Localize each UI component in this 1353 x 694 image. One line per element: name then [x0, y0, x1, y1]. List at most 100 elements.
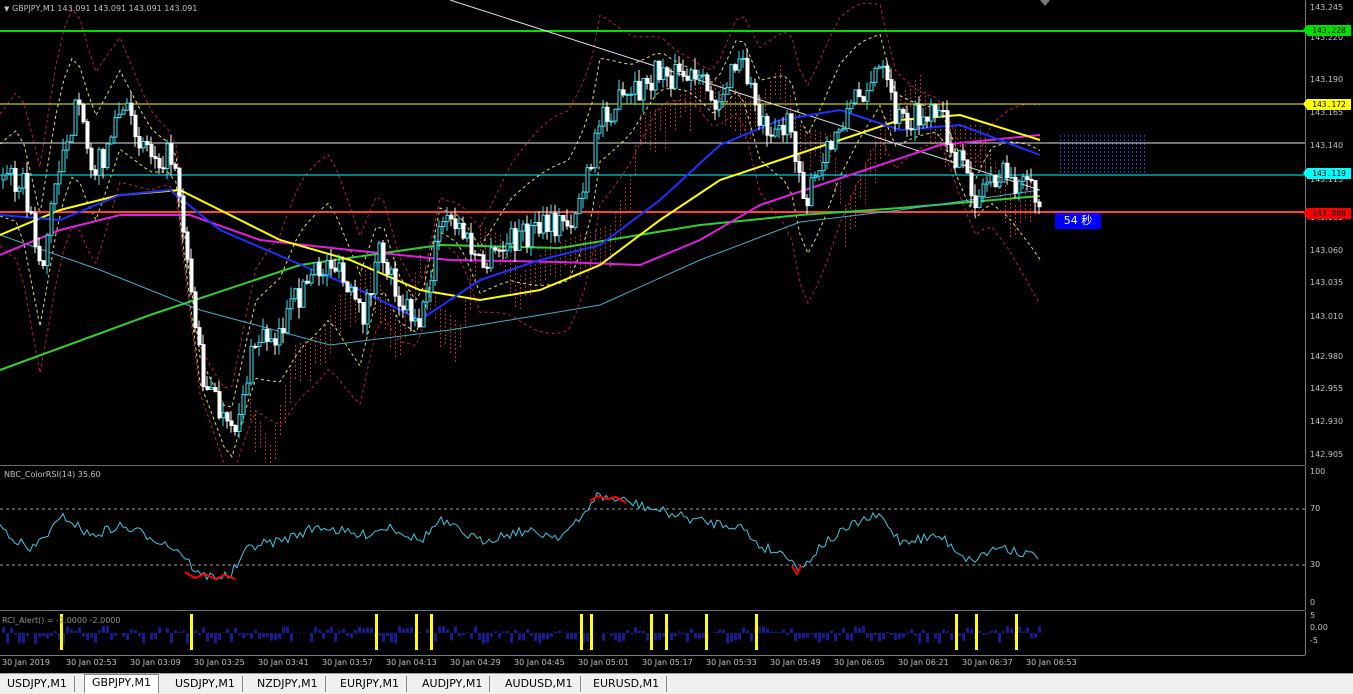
cloud-dot — [745, 125, 746, 127]
cloud-dot — [625, 196, 626, 198]
rci-alert-panel[interactable]: RCI_Alert() = -2.0000 -2.0000 — [0, 611, 1305, 655]
cloud-dot — [1120, 167, 1121, 169]
cloud-dot — [1020, 201, 1021, 203]
cloud-dot — [860, 183, 861, 185]
cloud-dot — [925, 108, 926, 110]
cloud-dot — [975, 165, 976, 167]
cloud-dot — [360, 287, 361, 289]
candle-body — [610, 121, 613, 122]
cloud-dot — [1060, 163, 1061, 165]
cloud-dot — [685, 94, 686, 96]
cloud-dot — [545, 250, 546, 252]
candle-body — [414, 319, 417, 321]
cloud-dot — [1080, 139, 1081, 141]
cloud-dot — [290, 389, 291, 391]
cloud-dot — [360, 295, 361, 297]
cloud-dot — [300, 363, 301, 365]
price-chart-canvas[interactable] — [0, 0, 1305, 465]
cloud-dot — [530, 265, 531, 267]
price-chart-panel[interactable]: ▼ GBPJPY,M1 143.091 143.091 143.091 143.… — [0, 0, 1305, 465]
histogram-bar — [810, 633, 813, 634]
symbol-tab[interactable]: GBPJPY,M1 — [84, 674, 159, 693]
alert-bar-yellow — [580, 614, 583, 650]
cloud-dot — [485, 248, 486, 250]
cloud-dot — [890, 114, 891, 116]
cloud-dot — [420, 259, 421, 261]
cloud-dot — [1128, 171, 1129, 173]
cloud-dot — [960, 133, 961, 135]
symbol-tab[interactable]: USDJPY,M1 — [168, 676, 243, 692]
chart-shift-marker-icon[interactable] — [1040, 0, 1050, 6]
symbol-tab[interactable]: AUDUSD,M1 — [498, 676, 581, 692]
price-tick-label: 143.140 — [1310, 141, 1343, 150]
cloud-dot — [1035, 213, 1036, 215]
histogram-bar — [950, 633, 953, 640]
cloud-dot — [370, 265, 371, 267]
histogram-bar — [426, 629, 429, 633]
cloud-dot — [555, 267, 556, 269]
trend-line — [450, 0, 1040, 190]
cloud-dot — [625, 192, 626, 194]
cloud-dot — [1064, 171, 1065, 173]
cloud-dot — [390, 325, 391, 327]
cloud-dot — [650, 128, 651, 130]
rsi-indicator-panel[interactable]: NBC_ColorRSI(14) 35.60 — [0, 466, 1305, 610]
cloud-dot — [285, 409, 286, 411]
cloud-dot — [515, 273, 516, 275]
cloud-dot — [735, 97, 736, 99]
cloud-dot — [555, 271, 556, 273]
cloud-dot — [725, 119, 726, 121]
candle-body — [546, 215, 549, 231]
cloud-dot — [990, 154, 991, 156]
symbol-tab[interactable]: AUDJPY,M1 — [415, 676, 490, 692]
cloud-dot — [510, 255, 511, 257]
cloud-dot — [450, 319, 451, 321]
cloud-dot — [550, 265, 551, 267]
candle-body — [286, 309, 289, 333]
cloud-dot — [1112, 151, 1113, 153]
histogram-bar — [282, 626, 285, 633]
chart-menu-triangle-icon[interactable]: ▼ — [4, 5, 9, 13]
cloud-dot — [1136, 139, 1137, 141]
cloud-dot — [1140, 171, 1141, 173]
cloud-dot — [385, 307, 386, 309]
price-tick-label: 143.060 — [1310, 246, 1343, 255]
cloud-dot — [580, 267, 581, 269]
cloud-dot — [345, 302, 346, 304]
cloud-dot — [300, 367, 301, 369]
histogram-bar — [546, 633, 549, 639]
cloud-dot — [1112, 167, 1113, 169]
cloud-dot — [675, 112, 676, 114]
cloud-dot — [440, 345, 441, 347]
cloud-dot — [325, 337, 326, 339]
cloud-dot — [1116, 163, 1117, 165]
time-tick-label: 30 Jan 06:05 — [834, 658, 885, 667]
symbol-tab[interactable]: EURUSD,M1 — [586, 676, 667, 692]
cloud-dot — [520, 303, 521, 305]
cloud-dot — [300, 355, 301, 357]
histogram-bar — [26, 633, 29, 636]
candle-body — [934, 105, 937, 117]
cloud-dot — [575, 237, 576, 239]
histogram-bar — [102, 626, 105, 633]
rsi-overbought-segment — [590, 496, 626, 503]
cloud-dot — [1136, 167, 1137, 169]
candle-body — [674, 64, 677, 88]
cloud-dot — [365, 278, 366, 280]
cloud-dot — [840, 198, 841, 200]
cloud-dot — [750, 117, 751, 119]
histogram-bar — [238, 633, 241, 636]
cloud-dot — [655, 118, 656, 120]
time-tick-label: 30 Jan 03:41 — [258, 658, 309, 667]
cloud-dot — [495, 241, 496, 243]
cloud-dot — [835, 166, 836, 168]
cloud-dot — [345, 298, 346, 300]
symbol-tab[interactable]: USDJPY,M1 — [0, 676, 75, 692]
candle-body — [878, 67, 881, 69]
symbol-tab[interactable]: EURJPY,M1 — [333, 676, 407, 692]
cloud-dot — [770, 85, 771, 87]
candle-body — [218, 392, 221, 418]
symbol-tab[interactable]: NZDJPY,M1 — [250, 676, 326, 692]
